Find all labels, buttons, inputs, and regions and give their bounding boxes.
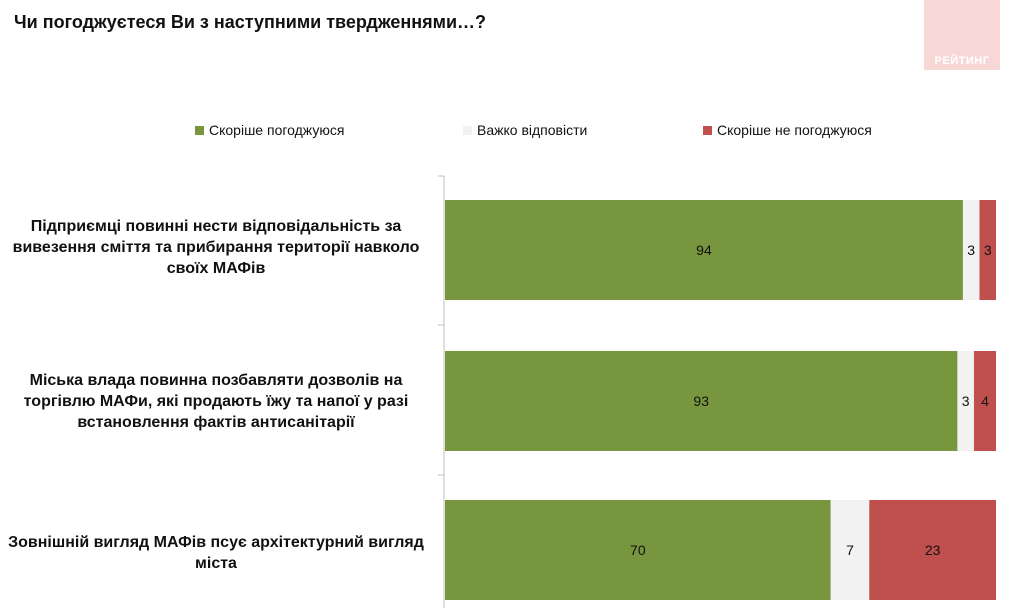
data-label-hard-2: 3 bbox=[962, 393, 970, 409]
legend-item-disagree: Скоріше не погоджуюся bbox=[703, 122, 872, 138]
legend-swatch-disagree bbox=[703, 125, 712, 135]
bar-hard-3 bbox=[830, 500, 870, 600]
bar-agree-3 bbox=[445, 500, 831, 600]
category-label-1: Підприємці повинні нести відповідальніст… bbox=[12, 218, 420, 277]
data-label-hard-3: 7 bbox=[846, 542, 854, 558]
bar-disagree-2 bbox=[973, 351, 996, 451]
data-label-disagree-1: 3 bbox=[984, 242, 992, 258]
bar-hard-2 bbox=[957, 351, 974, 451]
data-label-disagree-2: 4 bbox=[981, 393, 989, 409]
legend-item-agree: Скоріше погоджуюся bbox=[195, 122, 344, 138]
bar-agree-1 bbox=[445, 200, 963, 300]
data-label-disagree-3: 23 bbox=[925, 542, 941, 558]
bar-disagree-3 bbox=[869, 500, 996, 600]
bar-hard-1 bbox=[962, 200, 980, 300]
data-label-agree-1: 94 bbox=[696, 242, 712, 258]
legend-item-hard: Важко відповісти bbox=[463, 122, 587, 138]
data-label-agree-2: 93 bbox=[693, 393, 709, 409]
legend-swatch-hard bbox=[463, 125, 472, 135]
legend-label-hard: Важко відповісти bbox=[477, 122, 588, 138]
chart-legend: Скоріше погоджуюся Важко відповісти Скор… bbox=[0, 122, 1009, 142]
legend-label-disagree: Скоріше не погоджуюся bbox=[717, 122, 872, 138]
bar-agree-2 bbox=[445, 351, 958, 451]
data-label-hard-1: 3 bbox=[967, 242, 975, 258]
data-label-agree-3: 70 bbox=[630, 542, 646, 558]
bar-disagree-1 bbox=[979, 200, 996, 300]
legend-swatch-agree bbox=[195, 125, 204, 135]
category-label-3: Зовнішній вигляд МАФів псує архітектурни… bbox=[8, 534, 424, 572]
brand-logo: РЕЙТИНГ bbox=[924, 0, 1000, 70]
category-label-2: Міська влада повинна позбавляти дозволів… bbox=[23, 372, 409, 431]
brand-logo-text: РЕЙТИНГ bbox=[934, 55, 990, 67]
page-title: Чи погоджуєтеся Ви з наступними тверджен… bbox=[14, 12, 486, 32]
legend-label-agree: Скоріше погоджуюся bbox=[209, 122, 345, 138]
